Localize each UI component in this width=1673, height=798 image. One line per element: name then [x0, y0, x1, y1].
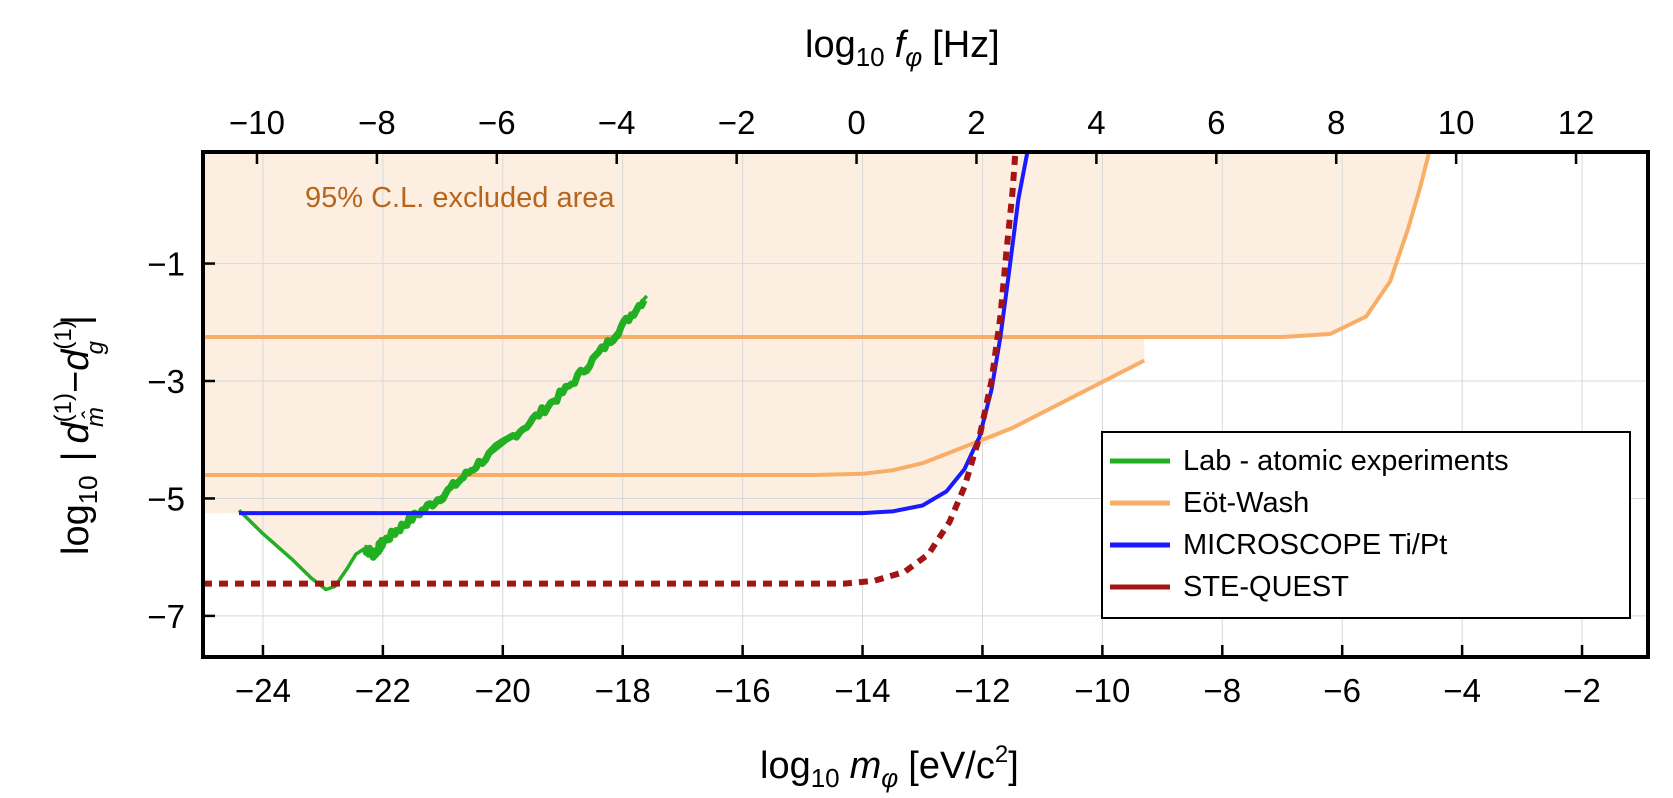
- x-tick-label: −14: [835, 672, 891, 709]
- x2-tick-label: 2: [967, 104, 985, 141]
- x2-tick-label: −2: [718, 104, 756, 141]
- excluded-area: [203, 152, 1430, 590]
- x-tick-label: −6: [1323, 672, 1361, 709]
- series-layer: [203, 152, 1432, 592]
- legend-label-ste-quest: STE-QUEST: [1183, 571, 1349, 603]
- x-tick-label: −4: [1443, 672, 1481, 709]
- legend-label-lab-atomic-experiments: Lab - atomic experiments: [1183, 445, 1509, 477]
- x-tick-label: −2: [1563, 672, 1601, 709]
- x-tick-label: −10: [1074, 672, 1130, 709]
- x2-tick-label: 10: [1438, 104, 1475, 141]
- series-microscope-ti-pt-line: [239, 152, 1030, 516]
- series-ste-quest-line: [203, 152, 1019, 587]
- x2-axis-title: log10 fφ [Hz]: [805, 24, 1000, 72]
- excluded-area-label: 95% C.L. excluded area: [305, 182, 615, 214]
- legend-box: [1101, 431, 1631, 619]
- legend-items: Lab - atomic experiments Eöt-Wash MICROSCO…: [1110, 445, 1509, 603]
- x2-tick-label: 8: [1327, 104, 1345, 141]
- series-lab-atomic-experiments-noise: [362, 298, 648, 561]
- x2-ticks: −10 −8 −6 −4 −2 0 2 4 6 8 10 12: [229, 104, 1594, 164]
- plot-frame: [201, 150, 1650, 659]
- x2-tick-label: −10: [229, 104, 285, 141]
- x2-tick-label: 12: [1558, 104, 1595, 141]
- x-ticks: −24 −22 −20 −18 −16 −14 −12 −10 −8 −6 −4 −2: [235, 645, 1601, 709]
- x-axis-title: log10 mφ [eV/c2]: [760, 741, 1019, 793]
- x-tick-label: −18: [595, 672, 651, 709]
- x2-tick-label: −4: [598, 104, 636, 141]
- legend: Lab - atomic experiments Eöt-Wash MICROSCO…: [1101, 431, 1631, 619]
- x-tick-label: −16: [715, 672, 771, 709]
- legend-label-e-t-wash: Eöt-Wash: [1183, 487, 1309, 519]
- x-tick-label: −8: [1203, 672, 1241, 709]
- x-tick-label: −24: [235, 672, 291, 709]
- x-tick-label: −22: [355, 672, 411, 709]
- x-tick-label: −12: [954, 672, 1010, 709]
- x2-tick-label: −8: [358, 104, 396, 141]
- y-tick-label: −3: [147, 363, 185, 400]
- y-ticks: −1 −3 −5 −7: [147, 246, 215, 635]
- x2-tick-label: −6: [478, 104, 516, 141]
- x2-tick-label: 6: [1207, 104, 1225, 141]
- series-e-t-wash-line-2: [203, 358, 1146, 477]
- y-tick-label: −5: [147, 480, 185, 517]
- series-e-t-wash-line-1: [203, 152, 1432, 339]
- x2-tick-label: 4: [1087, 104, 1105, 141]
- y-tick-label: −7: [147, 598, 185, 635]
- x-tick-label: −20: [475, 672, 531, 709]
- y-tick-label: −1: [147, 246, 185, 283]
- legend-label-microscope-ti-pt: MICROSCOPE Ti/Pt: [1183, 529, 1447, 561]
- x2-tick-label: 0: [847, 104, 865, 141]
- y-axis-title: log10|d(1) m̂−d(1) g|: [50, 315, 109, 555]
